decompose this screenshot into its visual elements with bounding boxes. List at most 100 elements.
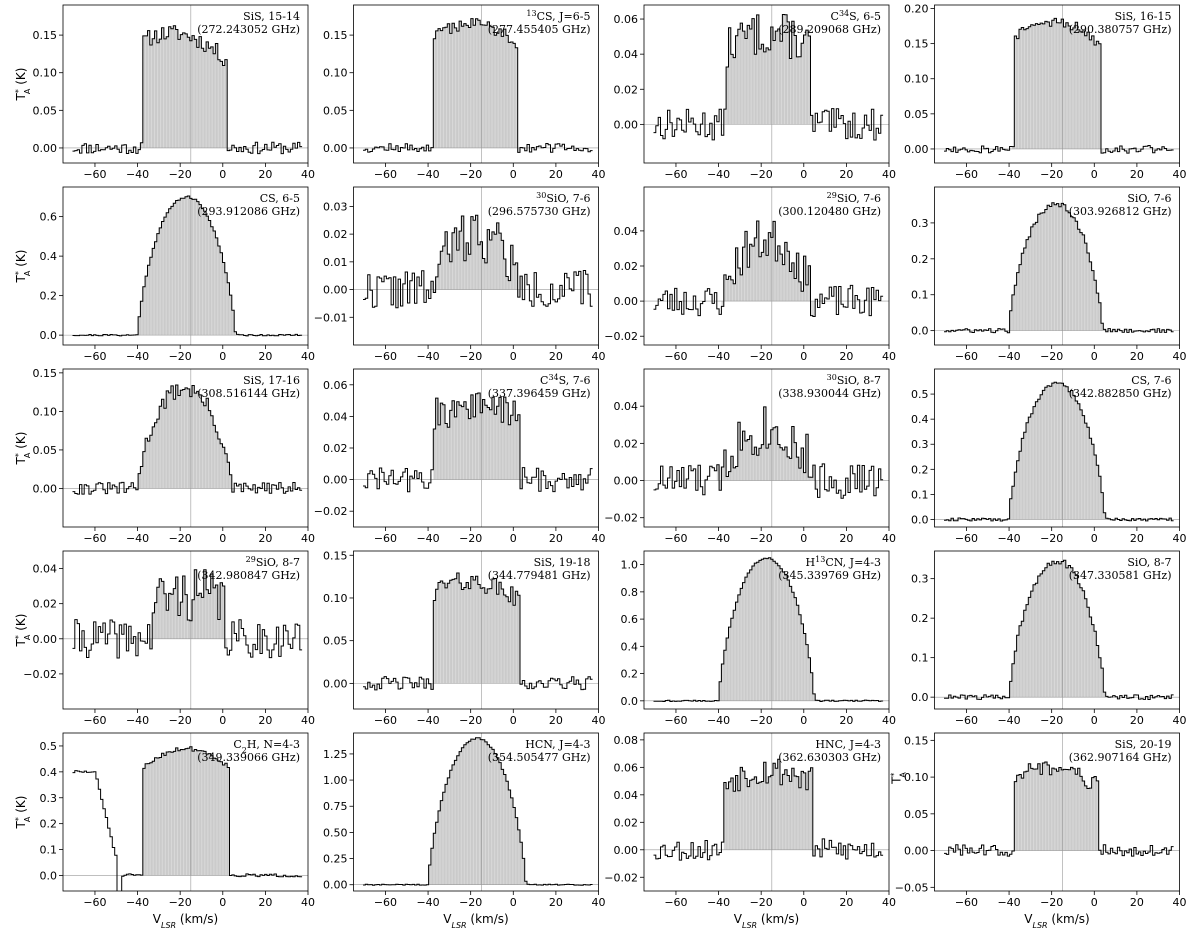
x-tick-label: 40 <box>1173 350 1187 363</box>
line-emission-fill <box>1007 560 1108 698</box>
x-tick-label: 40 <box>301 714 315 727</box>
x-tick-label: −60 <box>955 350 978 363</box>
line-frequency-label: (362.907164 GHz) <box>1069 751 1172 764</box>
spectrum-line <box>944 559 1174 700</box>
x-tick-label: −60 <box>374 532 397 545</box>
y-tick-label: −0.05 <box>895 881 929 894</box>
plot-frame <box>353 550 599 710</box>
plot-frame <box>62 732 309 892</box>
line-name-label: CS, 6-5 <box>260 192 300 205</box>
y-tick-label: 0.03 <box>323 200 348 213</box>
x-tick-label: 0 <box>510 714 517 727</box>
plot-frame <box>353 732 599 892</box>
line-frequency-label: (289.209068 GHz) <box>778 23 881 36</box>
plot-frame <box>643 550 890 710</box>
x-axis-label: VLSR (km/s) <box>153 912 218 930</box>
x-tick-label: −20 <box>750 168 773 181</box>
y-tick-label: 0.15 <box>323 549 348 562</box>
y-tick-label: 0.50 <box>323 826 348 839</box>
y-tick-label: 0.3 <box>911 438 929 451</box>
line-frequency-label: (345.339769 GHz) <box>778 569 881 582</box>
y-tick-label: 0.1 <box>911 652 929 665</box>
plot-frame <box>934 368 1180 528</box>
x-tick-label: −40 <box>707 896 730 909</box>
x-tick-label: 20 <box>258 532 272 545</box>
y-tick-label: 0.04 <box>614 225 639 238</box>
line-name-label: SiS, 17-16 <box>243 374 300 387</box>
spectrum-line <box>653 557 884 702</box>
y-tick-label: 0.04 <box>614 789 639 802</box>
y-tick-label: 0.06 <box>614 13 639 26</box>
y-tick-label: 0.25 <box>323 853 348 866</box>
spectrum-panel: −60 −40 −20 0 20 40 0.00 0.05 0.10 0.15 SiS, 15-14… <box>14 4 315 181</box>
x-tick-label: −60 <box>955 714 978 727</box>
y-tick-label: 0.04 <box>614 400 639 413</box>
x-tick-label: −40 <box>416 896 439 909</box>
line-name-label: 13CS, J=6-5 <box>526 9 590 24</box>
x-tick-label: 20 <box>1130 532 1144 545</box>
y-tick-label: 0.00 <box>614 844 639 857</box>
x-tick-label: 0 <box>800 896 807 909</box>
x-tick-label: −20 <box>459 168 482 181</box>
x-tick-label: 0 <box>510 350 517 363</box>
x-tick-label: 40 <box>1173 896 1187 909</box>
x-tick-label: −40 <box>707 350 730 363</box>
plot-frame <box>62 4 309 164</box>
y-tick-label: 0.00 <box>33 633 58 646</box>
line-emission-fill <box>135 196 237 336</box>
x-tick-label: 40 <box>882 168 896 181</box>
x-tick-label: −60 <box>664 350 687 363</box>
spectrum-panel: −60 −40 −20 0 20 40 0.00 0.05 0.10 0.15 SiS, 17-16… <box>14 367 316 545</box>
x-tick-label: −20 <box>169 350 192 363</box>
x-tick-label: −40 <box>707 532 730 545</box>
x-tick-label: −40 <box>126 350 149 363</box>
x-tick-label: 20 <box>839 896 853 909</box>
line-name-label: CS, 7-6 <box>1131 374 1171 387</box>
x-tick-label: −40 <box>707 714 730 727</box>
x-tick-label: 40 <box>592 532 606 545</box>
x-axis-label: VLSR (km/s) <box>734 912 799 930</box>
x-tick-label: −60 <box>955 532 978 545</box>
x-tick-label: −20 <box>1040 714 1063 727</box>
x-tick-label: 40 <box>301 350 315 363</box>
line-name-label: SiO, 7-6 <box>1127 192 1171 205</box>
y-tick-label: 0.10 <box>904 771 929 784</box>
x-tick-label: 20 <box>1130 896 1144 909</box>
x-tick-label: 0 <box>800 532 807 545</box>
y-tick-label: 0.4 <box>621 640 639 653</box>
y-tick-label: 1.25 <box>323 748 348 761</box>
line-name-label: C34S, 7-6 <box>540 373 590 388</box>
y-tick-label: 0.10 <box>323 67 348 80</box>
y-tick-label: 0.3 <box>40 792 58 805</box>
x-tick-label: −40 <box>126 168 149 181</box>
line-emission-fill <box>426 737 527 885</box>
x-tick-label: 40 <box>882 896 896 909</box>
x-tick-label: 40 <box>592 168 606 181</box>
x-tick-label: 0 <box>219 168 226 181</box>
x-tick-label: −40 <box>126 896 149 909</box>
y-tick-label: 0.02 <box>323 442 348 455</box>
x-tick-label: 40 <box>882 714 896 727</box>
x-tick-label: 40 <box>592 896 606 909</box>
y-axis-label: T*A (K) <box>14 68 32 102</box>
spectrum-line <box>944 381 1174 522</box>
line-frequency-label: (303.926812 GHz) <box>1069 205 1172 218</box>
y-tick-label: 0.10 <box>33 67 58 80</box>
x-tick-label: −60 <box>664 168 687 181</box>
spectrum-panel: −60 −40 −20 0 20 40 0.00 0.05 0.10 0.15 SiS, 19-18… <box>323 549 606 727</box>
line-frequency-label: (342.882850 GHz) <box>1069 387 1172 400</box>
y-tick-label: −0.02 <box>604 512 638 525</box>
y-tick-label: 0.00 <box>323 142 348 155</box>
x-tick-label: −20 <box>1040 532 1063 545</box>
y-tick-label: 0.05 <box>33 104 58 117</box>
y-tick-label: 0.00 <box>614 295 639 308</box>
x-tick-label: 20 <box>1130 168 1144 181</box>
spectrum-panel: −60 −40 −20 0 20 40 0.0 0.2 0.4 0.6 CS, 6-5(293.91… <box>14 186 315 363</box>
y-axis-label: T*A (K) <box>14 432 32 466</box>
y-tick-label: 0.05 <box>323 635 348 648</box>
y-tick-label: 0.02 <box>614 260 639 273</box>
line-name-label: SiS, 15-14 <box>243 10 300 23</box>
line-name-label: SiO, 8-7 <box>1127 556 1171 569</box>
x-tick-label: 40 <box>1173 168 1187 181</box>
spectrum-panel: −60 −40 −20 0 20 40 −0.02 0.00 0.02 0.04 29SiO, 8-… <box>14 550 315 727</box>
